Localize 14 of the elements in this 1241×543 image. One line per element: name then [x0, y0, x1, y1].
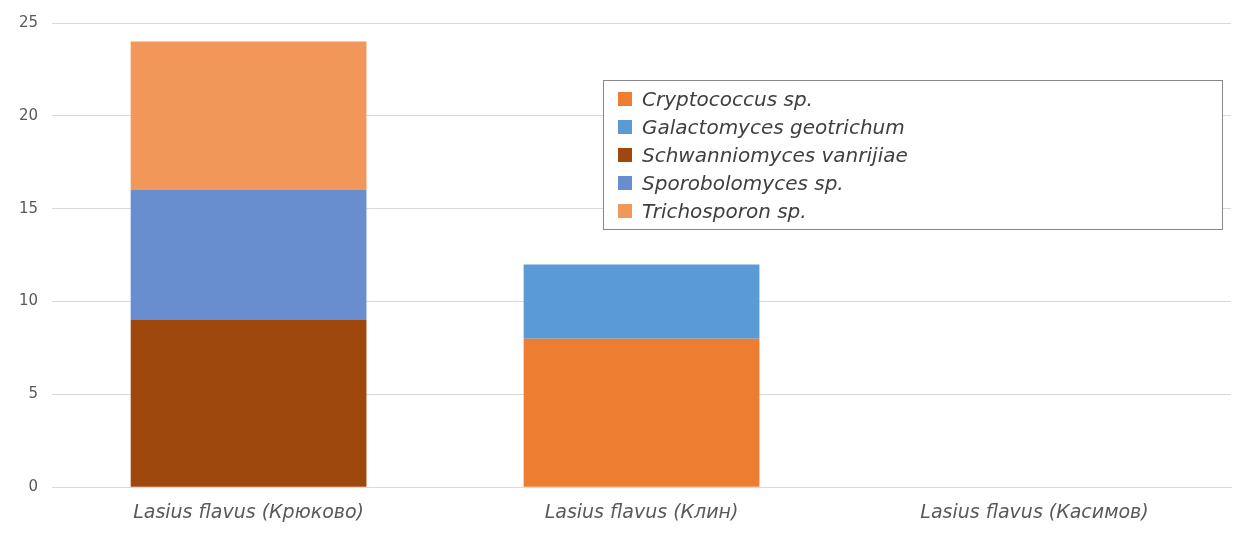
x-tick-label: Lasius flavus (Касимов) — [920, 499, 1149, 522]
x-tick-label: Lasius flavus (Клин) — [544, 499, 739, 522]
y-tick-label: 15 — [18, 198, 39, 217]
y-tick-label: 0 — [28, 477, 39, 496]
y-tick-label: 25 — [18, 12, 39, 31]
legend-label: Schwanniomyces vanrijiae — [642, 143, 908, 167]
x-tick-label: Lasius flavus (Крюково) — [133, 499, 364, 522]
y-tick-label: 20 — [18, 105, 39, 124]
y-tick-label: 5 — [28, 384, 39, 403]
legend-label: Sporobolomyces sp. — [642, 171, 844, 195]
legend-label: Galactomyces geotrichum — [642, 115, 905, 139]
legend-label: Trichosporon sp. — [642, 199, 807, 223]
legend-label: Cryptococcus sp. — [642, 87, 813, 111]
y-tick-label: 10 — [18, 291, 39, 310]
